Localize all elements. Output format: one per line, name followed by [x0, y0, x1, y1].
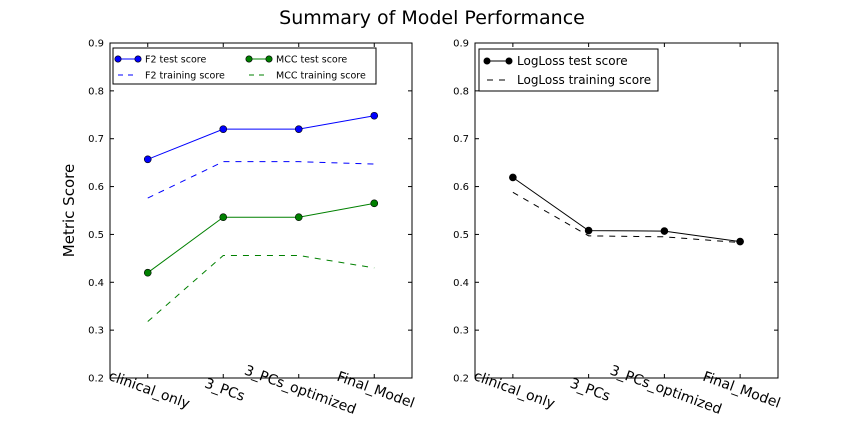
series-line-4	[147, 254, 375, 322]
y-tick-label: 0.2	[453, 374, 469, 385]
data-point	[584, 226, 593, 235]
legend-marker	[265, 55, 273, 63]
series-line-1	[512, 177, 741, 243]
y-tick-label: 0.3	[453, 326, 469, 337]
plot-frame	[109, 42, 413, 379]
y-tick-label: 0.8	[453, 86, 469, 97]
y-tick-label: 0.6	[88, 182, 104, 193]
y-tick-label: 0.7	[453, 134, 469, 145]
legend-marker	[134, 55, 142, 63]
legend-label: MCC test score	[276, 55, 347, 66]
data-point	[370, 199, 379, 208]
y-tick-label: 0.5	[88, 230, 104, 241]
series-line-2	[512, 191, 741, 244]
y-tick-label: 0.5	[453, 230, 469, 241]
y-tick-label: 0.8	[88, 86, 104, 97]
series-line-3	[147, 202, 375, 274]
data-point	[660, 227, 669, 235]
plot-frame	[474, 42, 779, 379]
legend-marker	[245, 55, 253, 63]
y-tick-label: 0.4	[88, 278, 104, 289]
x-tick-label: 3_PCs	[568, 376, 612, 405]
data-point	[219, 125, 228, 133]
data-point	[143, 268, 152, 277]
legend: F2 test score F2 training score MCC test s…	[112, 47, 377, 85]
y-tick-label: 0.4	[453, 278, 469, 289]
legend-label: MCC training score	[276, 71, 366, 82]
y-tick-label: 0.7	[88, 134, 104, 145]
legend-marker	[483, 57, 491, 65]
legend-label: F2 test score	[145, 55, 206, 66]
legend-marker	[114, 55, 122, 63]
legend-box	[478, 48, 659, 92]
chart-title: Summary of Model Performance	[279, 7, 585, 29]
data-point	[509, 173, 517, 182]
y-tick-label: 0.3	[88, 326, 104, 337]
y-tick-label: 0.2	[88, 374, 104, 385]
x-tick-label: clinical_only	[472, 368, 557, 412]
subplot-1: 0.2 0.3 0.4 0.5 0.6 0.7 0.8 0.9 clinical_only 3_P…	[60, 39, 417, 418]
data-point	[294, 213, 303, 221]
data-point	[143, 155, 152, 164]
y-tick-label: 0.9	[453, 39, 469, 50]
legend: LogLoss test score LogLoss training score	[478, 48, 659, 92]
data-point	[370, 111, 379, 120]
legend-label: LogLoss training score	[517, 73, 651, 87]
legend-label: F2 training score	[145, 71, 225, 82]
x-tick-label: 3_PCs	[202, 376, 246, 405]
legend-marker	[505, 57, 513, 65]
legend-label: LogLoss test score	[517, 54, 628, 68]
series-line-2	[147, 161, 375, 199]
y-axis-label: Metric Score	[60, 164, 78, 257]
subplot-2: 0.2 0.3 0.4 0.5 0.6 0.7 0.8 0.9 clinical_only 3_P…	[453, 39, 782, 418]
legend-box	[112, 47, 377, 85]
y-tick-label: 0.6	[453, 182, 469, 193]
y-tick-label: 0.9	[88, 39, 104, 50]
data-point	[294, 125, 303, 133]
series-line-1	[147, 115, 375, 160]
data-point	[736, 237, 744, 246]
x-tick-label: clinical_only	[106, 368, 191, 412]
data-point	[219, 213, 228, 221]
